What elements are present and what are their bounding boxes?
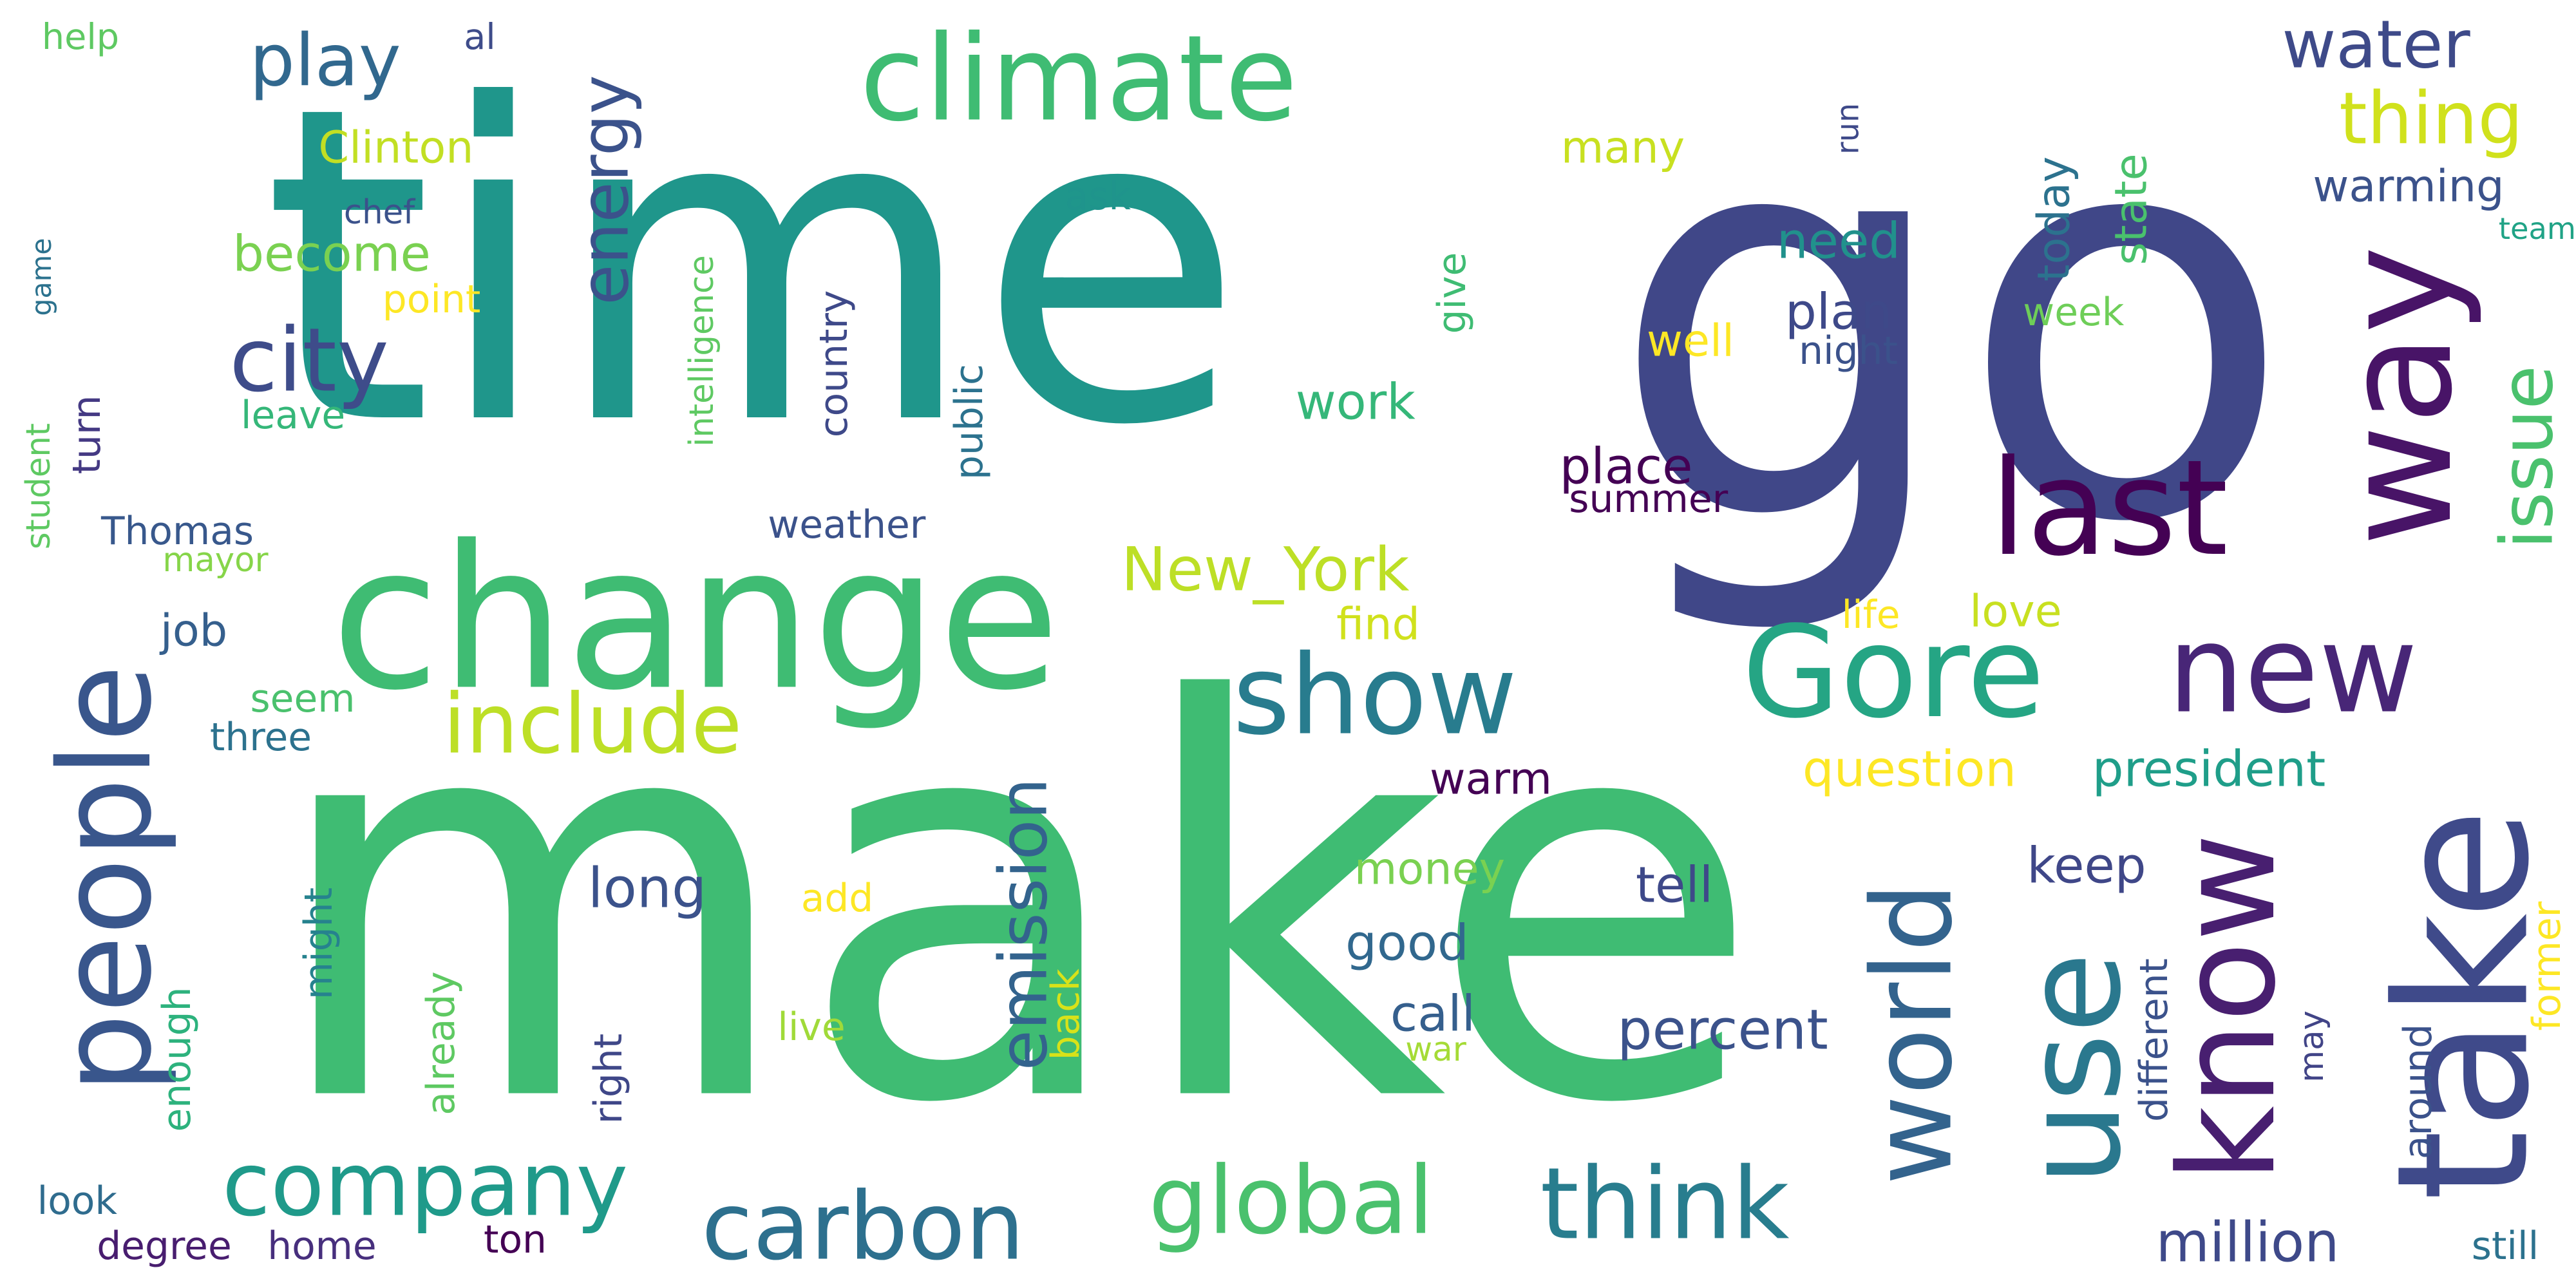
cloud-word: might <box>296 887 341 999</box>
cloud-word: change <box>331 503 1060 734</box>
cloud-word: help <box>42 16 119 58</box>
cloud-word: right <box>586 1034 631 1124</box>
cloud-word: call <box>1390 986 1475 1043</box>
cloud-word: well <box>1647 316 1734 367</box>
cloud-word: today <box>2029 156 2080 281</box>
cloud-word: back <box>1043 969 1088 1060</box>
cloud-word: need <box>1777 213 1900 270</box>
cloud-word: student <box>19 423 58 549</box>
cloud-word: around <box>2396 1024 2441 1159</box>
cloud-word: New_York <box>1121 535 1410 605</box>
cloud-word: live <box>777 1005 845 1050</box>
cloud-word: president <box>2092 741 2325 799</box>
cloud-word: former <box>2524 901 2570 1030</box>
cloud-word: last <box>1990 432 2228 585</box>
cloud-word: think <box>1540 1147 1790 1262</box>
cloud-word: chef <box>344 193 416 232</box>
cloud-word: state <box>2107 153 2157 265</box>
cloud-word: give <box>1430 252 1475 334</box>
cloud-word: long <box>588 857 707 921</box>
cloud-word: summer <box>1569 477 1728 522</box>
cloud-word: war <box>1405 1030 1466 1069</box>
cloud-word: place <box>1560 439 1693 496</box>
cloud-word: Thomas <box>100 509 254 554</box>
cloud-word: plan <box>1785 284 1892 341</box>
cloud-word: still <box>2472 1224 2539 1269</box>
cloud-word: play <box>249 20 401 103</box>
cloud-word: home <box>267 1224 377 1269</box>
cloud-word: ton <box>484 1217 547 1262</box>
cloud-word: add <box>801 876 874 921</box>
cloud-word: may <box>2293 1010 2331 1083</box>
cloud-word: money <box>1354 844 1505 895</box>
cloud-word: Gore <box>1742 600 2045 746</box>
cloud-word: turn <box>64 395 109 475</box>
cloud-word: find <box>1336 600 1420 650</box>
cloud-word: week <box>2023 290 2124 335</box>
cloud-word: warming <box>2313 162 2504 213</box>
cloud-word: degree <box>97 1224 232 1269</box>
cloud-word: game <box>26 238 58 316</box>
cloud-word: show <box>1233 632 1517 760</box>
cloud-word: carbon <box>701 1173 1025 1282</box>
cloud-word: life <box>1842 592 1900 638</box>
cloud-word: warm <box>1430 754 1552 805</box>
cloud-word: thing <box>2339 78 2523 161</box>
cloud-word: water <box>2282 7 2470 84</box>
cloud-word: percent <box>1617 999 1828 1063</box>
cloud-word: point <box>383 277 481 322</box>
cloud-word: team <box>2499 211 2576 246</box>
cloud-word: al <box>464 16 496 58</box>
cloud-word: three <box>210 715 312 760</box>
cloud-word: become <box>232 226 431 283</box>
cloud-word: enough <box>155 987 200 1132</box>
cloud-word: company <box>222 1134 628 1236</box>
cloud-word: job <box>159 606 227 657</box>
cloud-word: Clinton <box>318 123 473 174</box>
cloud-word: issue <box>2486 365 2570 549</box>
cloud-word: energy <box>567 75 644 305</box>
cloud-word: country <box>811 290 857 438</box>
cloud-word: work <box>1296 374 1416 431</box>
cloud-word: seem <box>251 676 355 721</box>
cloud-word: world <box>1849 882 1977 1186</box>
cloud-word: new <box>2168 600 2418 741</box>
cloud-word: public <box>947 364 992 480</box>
cloud-word: know <box>2152 833 2305 1182</box>
cloud-word: love <box>1969 587 2061 638</box>
cloud-word: use <box>1997 952 2150 1186</box>
cloud-word: already <box>419 971 464 1115</box>
cloud-word: night <box>1799 328 1898 374</box>
cloud-word: global <box>1148 1147 1434 1256</box>
cloud-word: go <box>1608 2 2294 643</box>
cloud-word: million <box>2156 1211 2340 1275</box>
cloud-word: question <box>1803 741 2016 799</box>
cloud-word: intelligence <box>683 255 721 447</box>
cloud-word: keep <box>2027 838 2146 895</box>
cloud-word: many <box>1561 123 1685 174</box>
cloud-word: make <box>266 588 1762 1222</box>
cloud-word: ask <box>1065 174 1132 219</box>
cloud-word: people <box>33 665 180 1094</box>
cloud-word: run <box>1831 103 1866 155</box>
cloud-word: tell <box>1636 857 1713 914</box>
cloud-word: different <box>2132 958 2177 1122</box>
cloud-word: good <box>1345 915 1469 972</box>
cloud-word: mayor <box>162 541 269 580</box>
cloud-word: look <box>37 1179 118 1224</box>
cloud-word: include <box>443 677 742 773</box>
cloud-word: way <box>2313 246 2485 547</box>
cloud-word: weather <box>768 502 925 547</box>
cloud-word: climate <box>860 10 1298 148</box>
cloud-word: emission <box>986 778 1063 1071</box>
cloud-word: leave <box>241 393 345 438</box>
cloud-word: take <box>2358 808 2570 1201</box>
cloud-word: time <box>262 14 1244 520</box>
cloud-word: city <box>229 310 389 412</box>
